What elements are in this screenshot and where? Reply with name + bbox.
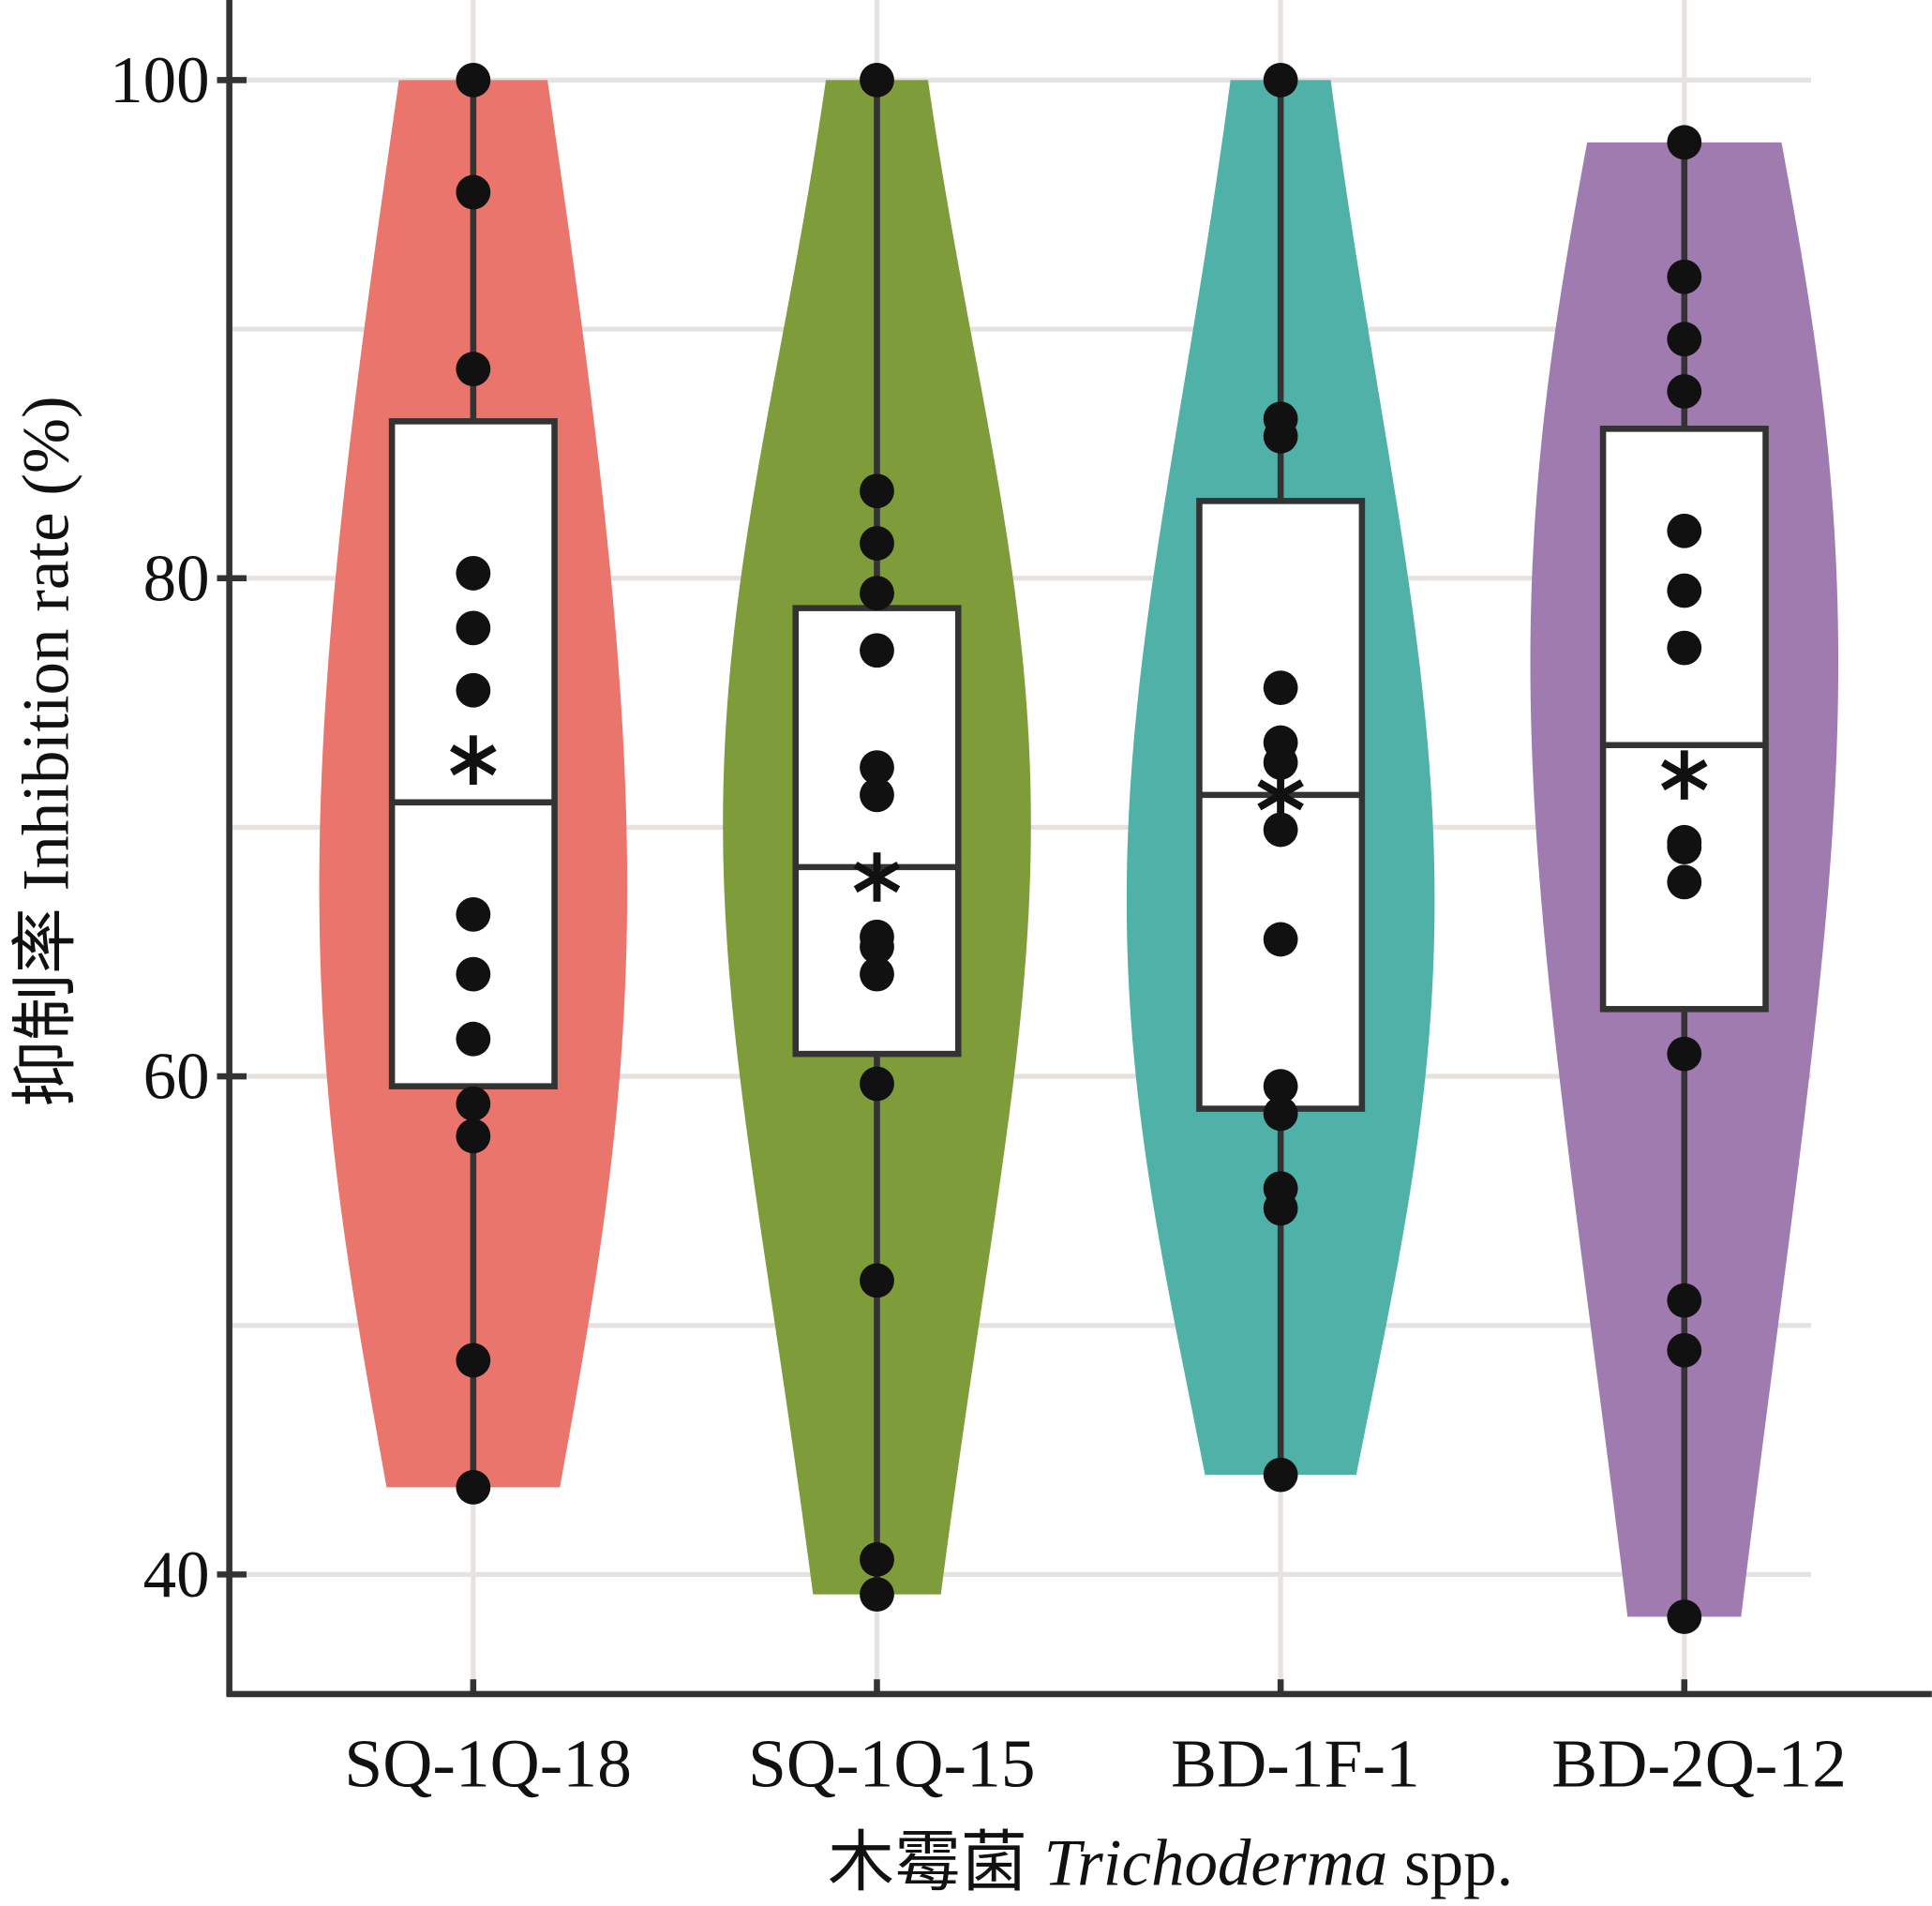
data-point	[456, 1469, 491, 1505]
y-tick-label: 40	[143, 1538, 210, 1612]
data-point	[1667, 1283, 1702, 1318]
data-point	[456, 1118, 491, 1154]
mean-marker-BD-2Q-12	[1661, 750, 1708, 800]
data-point	[1263, 418, 1298, 454]
mean-marker-SQ-1Q-18	[450, 735, 497, 785]
data-point	[860, 1542, 894, 1577]
data-point	[1263, 1069, 1298, 1104]
data-point	[860, 1577, 894, 1613]
data-point	[456, 1021, 491, 1057]
data-point	[1667, 573, 1702, 608]
data-point	[860, 956, 894, 992]
y-tick-label: 60	[143, 1041, 210, 1114]
data-point	[456, 174, 491, 210]
data-point	[1263, 744, 1298, 780]
data-point	[456, 896, 491, 932]
data-point	[1667, 630, 1702, 666]
x-axis-title: 木霉菌 Trichoderma spp.	[828, 1827, 1513, 1900]
data-point	[1263, 1457, 1298, 1493]
data-point	[456, 352, 491, 386]
data-point	[1667, 374, 1702, 409]
data-point	[456, 1343, 491, 1378]
data-point	[1263, 670, 1298, 706]
violins	[319, 63, 1839, 1634]
data-point	[1667, 259, 1702, 294]
data-point	[456, 956, 491, 992]
x-tick-label: BD-1F-1	[1171, 1725, 1420, 1802]
x-title-italic: Trichoderma	[1044, 1827, 1388, 1900]
data-point	[1263, 1191, 1298, 1226]
labels: SQ-1Q-18 SQ-1Q-15 BD-1F-1 BD-2Q-12 40 60 80 100	[110, 44, 1847, 1801]
data-point	[1667, 864, 1702, 900]
data-point	[860, 1263, 894, 1298]
data-point	[456, 672, 491, 708]
data-point	[1263, 812, 1298, 848]
axes	[217, 0, 1932, 1698]
mean-marker-SQ-1Q-15	[853, 852, 901, 902]
data-point	[1263, 1096, 1298, 1132]
x-tick-label: BD-2Q-12	[1551, 1725, 1847, 1802]
y-tick-label: 100	[110, 44, 209, 117]
data-point	[860, 576, 894, 611]
data-point	[860, 63, 894, 98]
mean-marker-BD-1F-1	[1257, 770, 1304, 820]
y-tick-label: 80	[143, 542, 210, 615]
x-title-suffix: spp.	[1404, 1827, 1513, 1900]
mean-marker-stroke	[1661, 759, 1708, 791]
data-point	[1667, 513, 1702, 548]
data-point	[456, 610, 491, 646]
mean-marker-stroke	[853, 861, 901, 893]
data-point	[1667, 830, 1702, 865]
mean-marker-stroke	[1257, 779, 1304, 811]
data-point	[456, 63, 491, 98]
data-point	[456, 1086, 491, 1121]
x-tick-label: SQ-1Q-15	[748, 1725, 1036, 1802]
data-point	[1667, 1599, 1702, 1634]
data-point	[860, 750, 894, 786]
x-tick-label: SQ-1Q-18	[344, 1725, 632, 1802]
data-point	[1263, 922, 1298, 957]
data-point	[860, 1066, 894, 1102]
data-point	[456, 556, 491, 591]
data-point	[860, 526, 894, 561]
data-point	[860, 777, 894, 813]
data-point	[860, 929, 894, 965]
mean-marker-stroke	[450, 744, 497, 776]
data-point	[860, 473, 894, 509]
y-axis-title: 抑制率 Inhibition rate (%)	[9, 396, 82, 1107]
x-title-cn: 木霉菌	[828, 1827, 1027, 1900]
data-point	[860, 633, 894, 668]
data-point	[1667, 322, 1702, 357]
data-point	[1263, 63, 1298, 98]
data-point	[1667, 125, 1702, 160]
data-point	[1667, 1332, 1702, 1368]
data-point	[1667, 1036, 1702, 1072]
